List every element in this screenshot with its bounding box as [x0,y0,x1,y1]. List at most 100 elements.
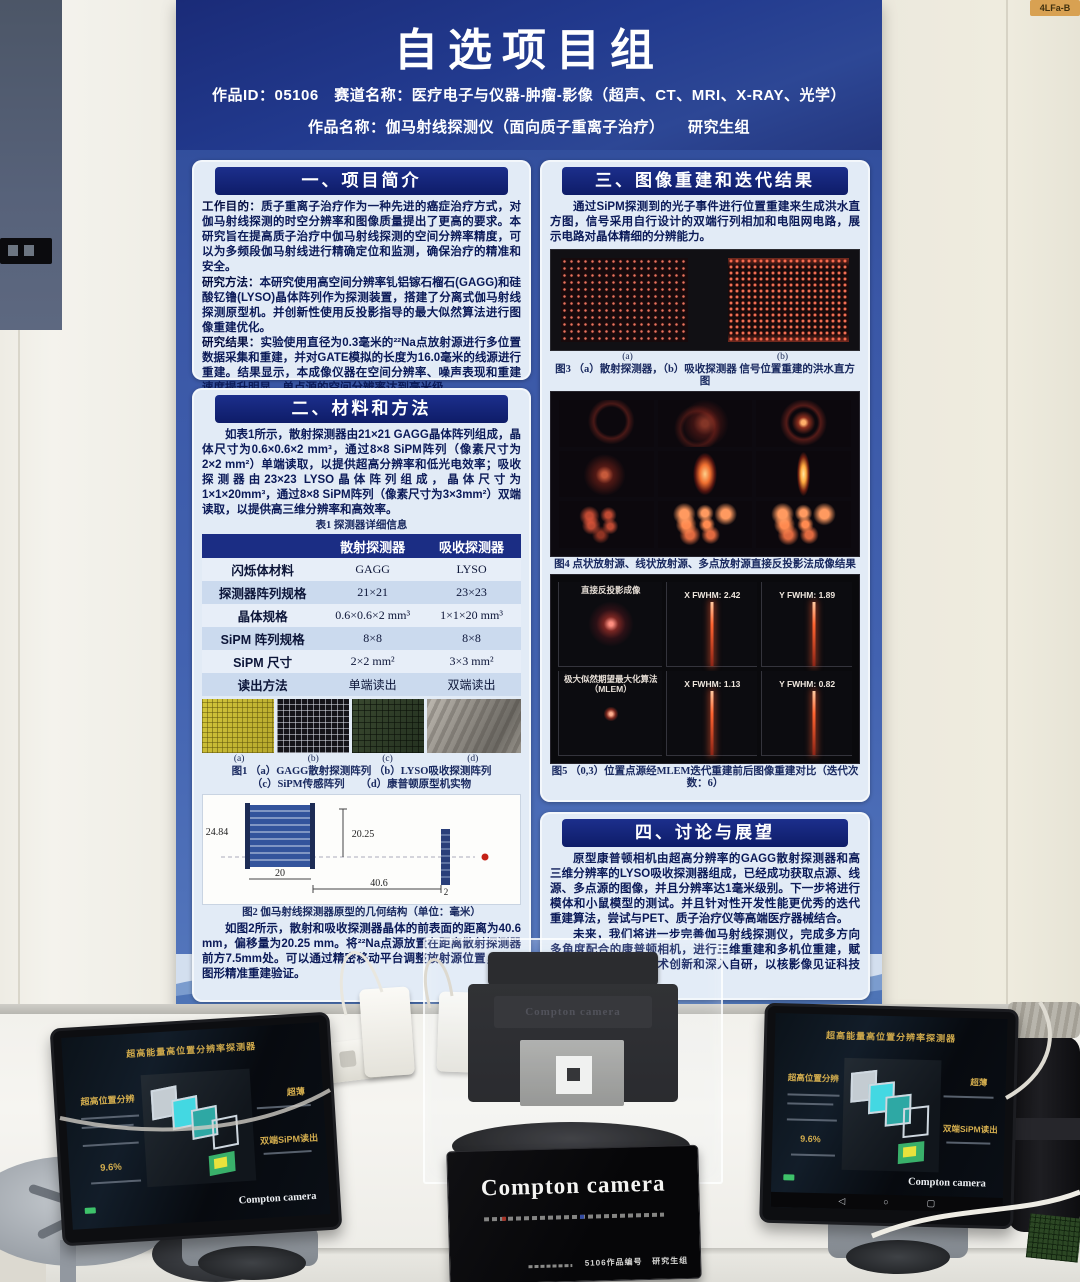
device-nameplate: Compton camera [494,996,652,1028]
detector-exploded-view [841,1057,942,1173]
profile-peak [812,690,816,755]
profile-peak [710,690,714,755]
y-profile-cell: Y FWHM: 0.82 [761,670,852,756]
slide-title: 超高能量高位置分辨率探测器 [126,1041,257,1060]
discussion-paragraph1: 原型康普顿相机由超高分辨率的GAGG散射探测器和高三维分辨率的LYSO吸收探测器… [550,853,860,925]
slide-brand: Compton camera [907,1176,986,1190]
slide-title: 超高能量高位置分辨率探测器 [825,1029,957,1044]
acrylic-case [423,938,723,1184]
tagline-red-char [502,1216,507,1221]
table1-caption: 表1 探测器详细信息 [315,519,408,531]
slide-brand: Compton camera [238,1190,317,1207]
line-source-image [756,450,851,498]
tablet-screen: 超高能量高位置分辨率探测器 超高位置分辨 9.6% 超薄 双端SiPM读出 Co… [770,1012,1008,1214]
battery-indicator [782,1174,795,1181]
sign-footer: 5106作品编号 研究生组 [584,1256,689,1268]
absorber-flood-histogram [728,257,849,342]
dim-height: 24.84 [206,827,229,838]
tablet-screen: 超高能量高位置分辨率探测器 超高位置分辨 9.6% 超薄 双端SiPM读出 Co… [61,1022,331,1230]
figure4-caption: 图4 点状放射源、线状放射源、多点放射源直接反投影法成像结果 [554,559,856,570]
line-source-image [657,450,753,498]
nav-recent-icon: ▢ [926,1198,936,1209]
x-profile-cell: X FWHM: 2.42 [666,581,758,667]
figure4-backprojection-grid [550,391,860,557]
figure5-mlem-comparison: 直接反投影成像 X FWHM: 2.42 Y FWHM: 1.89 极大似然期望… [550,573,860,764]
table-header-blank [202,534,324,559]
nav-back-icon: ◁ [838,1195,846,1206]
dim-thickness: 2 [444,887,449,897]
section-reconstruction-results: 三、图像重建和迭代结果 通过SiPM探测到的光子事件进行位置重建来生成洪水直方图… [540,160,870,802]
section3-title: 三、图像重建和迭代结果 [562,167,848,195]
sign-title: Compton camera [480,1170,666,1201]
sign-tagline-blurred [484,1212,665,1222]
cable-bundle [1008,1002,1080,1038]
reconstructed-spot [603,707,618,722]
section4-title: 四、讨论与展望 [562,819,848,847]
prototype-photo [427,699,521,754]
nav-home-icon: ○ [883,1196,889,1208]
label-results: 研究结果： [202,337,261,350]
device-handle [488,952,658,986]
section1-title: 一、项目简介 [214,167,509,195]
poster-meta-line2: 作品名称：伽马射线探测仪（面向质子重离子治疗） 研究生组 [307,119,750,136]
label-methods: 研究方法： [202,276,260,289]
slide-label-thin: 超薄 [970,1077,988,1088]
figure1-sublabels: (a) (b) (c) (d) [233,754,479,765]
detector-spec-table: 散射探测器 吸收探测器 闪烁体材料 GAGG LYSO 探测器阵列规格 21×2… [202,534,521,697]
figure2-caption: 图2 伽马射线探测器原型的几何结构（单位：毫米） [242,907,481,919]
table-header-absorber: 吸收探测器 [422,534,521,559]
multi-point-source-image [657,501,753,548]
label-purpose: 工作目的： [202,201,262,213]
x-profile-cell: X FWHM: 1.13 [666,670,758,756]
poster-title: 自选项目组 [394,26,664,75]
profile-peak [812,601,816,666]
wall-seam [1006,0,1008,1030]
table-header-scatter: 散射探测器 [323,534,423,559]
android-navbar: ◁ ○ ▢ [770,1191,1003,1214]
wall-seam [18,0,20,1030]
background-booth-shadow [0,0,62,330]
text-purpose: 质子重离子治疗作为一种先进的癌症治疗方式，对伽马射线探测的时空分辨率和图像质量提… [202,201,522,273]
mlem-image-cell: 极大似然期望最大化算法 （MLEM） [558,670,663,756]
stool-post [60,1240,76,1282]
reconstruction-intro: 通过SiPM探测到的光子事件进行位置重建来生成洪水直方图，信号采用自行设计的双端… [550,201,860,243]
table-row: 读出方法 单端读出 双端读出 [202,673,521,697]
sipm-array-photo [352,699,425,754]
background-small-sign [0,238,52,264]
battery-indicator [84,1206,96,1214]
slide-label-thin: 超薄 [286,1086,306,1098]
y-profile-cell: Y FWHM: 1.89 [761,581,852,667]
slide-label-resolution: 超高位置分辨 [80,1093,135,1107]
right-tablet: 超高能量高位置分辨率探测器 超高位置分辨 9.6% 超薄 双端SiPM读出 Co… [759,1002,1019,1230]
sign-glyph [8,245,18,256]
sensor-chip [567,1068,580,1081]
multi-point-source-image [756,501,851,548]
section2-title: 二、材料和方法 [214,395,509,423]
geometry-text: 如图2所示，散射和吸收探测器晶体的前表面的距离为40.6 mm，偏移量为20.2… [202,923,521,980]
source-dot [481,853,489,861]
line-source-image [559,450,654,498]
circuit-board [1025,1213,1080,1263]
left-tablet: 超高能量高位置分辨率探测器 超高位置分辨 9.6% 超薄 双端SiPM读出 Co… [49,1011,343,1247]
profile-peak [710,601,714,666]
slide-value-pct: 9.6% [99,1161,123,1174]
multi-point-source-image [559,501,654,548]
point-source-image [559,400,654,447]
section-project-intro: 一、项目简介 工作目的：质子重离子治疗作为一种先进的癌症治疗方式，对伽马射线探测… [192,160,531,394]
power-adapter [358,986,416,1078]
table-row: 晶体规格 0.6×0.6×2 mm³ 1×1×20 mm³ [202,604,521,628]
slide-label-resolution: 超高位置分辨 [787,1072,840,1084]
lyso-array-photo [277,699,350,754]
poster-meta-line1: 作品ID：05106 赛道名称：医疗电子与仪器-肿瘤-影像（超声、CT、MRI、… [212,87,846,104]
booth-number-label: 4LFa-B [1030,0,1080,16]
tagline-blue-char [579,1214,585,1219]
figure1-photos [202,699,521,754]
materials-intro: 如表1所示，散射探测器由21×21 GAGG晶体阵列组成，晶体尺寸为0.6×0.… [202,429,521,516]
research-poster: 自选项目组 作品ID：05106 赛道名称：医疗电子与仪器-肿瘤-影像（超声、C… [176,0,882,1010]
figure1-caption-line1: 图1 （a）GAGG散射探测阵列 （b）LYSO吸收探测阵列 [231,766,492,778]
slide-value-pct: 9.6% [800,1133,821,1145]
figure3-flood-histograms [550,248,860,351]
reconstructed-spot [587,600,634,647]
slide-label-readout: 双端SiPM读出 [259,1132,319,1146]
